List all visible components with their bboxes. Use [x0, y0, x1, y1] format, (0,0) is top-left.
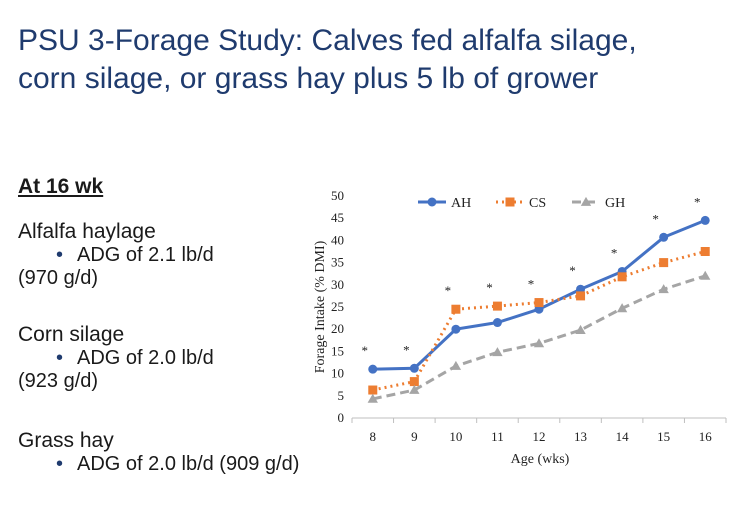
group-adg: ADG of 2.0 lb/d — [77, 347, 214, 369]
group-alfalfa: Alfalfa haylage • ADG of 2.1 lb/d (970 g/… — [18, 220, 214, 290]
group-grams: (923 g/d) — [18, 370, 99, 392]
series-cs — [368, 247, 710, 395]
data-point — [451, 324, 461, 334]
x-tick-label: 16 — [699, 429, 713, 444]
data-point — [659, 258, 669, 268]
data-point — [700, 215, 710, 225]
group-name: Alfalfa haylage — [18, 220, 156, 243]
y-tick-label: 20 — [331, 321, 344, 336]
series-line — [372, 274, 706, 401]
data-point — [492, 318, 502, 328]
x-tick-label: 12 — [533, 429, 546, 444]
data-point — [575, 324, 586, 334]
group-bullet: • ADG of 2.1 lb/d — [18, 244, 214, 267]
data-point — [659, 232, 669, 242]
y-tick-label: 35 — [331, 255, 344, 270]
data-point — [658, 284, 669, 294]
significance-mark: * — [445, 283, 452, 298]
chart-series — [367, 215, 711, 403]
group-bullet: • ADG of 2.0 lb/d (909 g/d) — [18, 453, 299, 476]
y-tick-label: 10 — [331, 366, 344, 381]
x-tick-label: 13 — [574, 429, 587, 444]
x-tick-label: 9 — [411, 429, 418, 444]
data-point — [450, 360, 462, 370]
chart-axes: 0 5 10 15 20 25 30 35 40 45 50 8 9 10 11 12 13 14 15 16 * * * *… — [331, 188, 727, 444]
series-line — [372, 250, 706, 392]
y-tick-label: 40 — [331, 232, 344, 247]
data-point — [616, 303, 628, 313]
group-corn: Corn silage • ADG of 2.0 lb/d (923 g/d) — [18, 323, 214, 393]
legend-item-ah: AH — [418, 196, 471, 211]
series-gh — [367, 270, 711, 403]
significance-mark: * — [486, 280, 493, 295]
y-tick-label: 25 — [331, 299, 344, 314]
data-point — [451, 304, 461, 314]
data-point — [409, 384, 420, 394]
data-point — [367, 393, 378, 403]
x-tick-label: 10 — [449, 429, 462, 444]
x-tick-label: 14 — [616, 429, 630, 444]
data-point — [368, 364, 378, 374]
group-name: Corn silage — [18, 323, 125, 346]
data-point — [492, 347, 503, 357]
significance-mark: * — [611, 245, 618, 260]
slide-title: PSU 3-Forage Study: Calves fed alfalfa s… — [18, 22, 743, 98]
x-tick-label: 11 — [491, 429, 504, 444]
group-name: Grass hay — [18, 429, 114, 452]
legend-label: CS — [529, 196, 546, 211]
bullet-icon: • — [56, 244, 64, 266]
legend-item-cs: CS — [496, 196, 546, 211]
data-point — [368, 385, 378, 395]
series-ah — [368, 215, 710, 374]
legend-label: GH — [605, 196, 625, 211]
x-tick-label: 15 — [657, 429, 670, 444]
data-point — [617, 272, 627, 282]
data-point — [409, 363, 419, 373]
data-point — [409, 377, 419, 387]
group-grams: (970 g/d) — [18, 267, 99, 289]
chart-legend: AH CS GH — [418, 196, 625, 211]
data-point — [700, 270, 711, 280]
data-point — [427, 197, 437, 207]
summary-heading: At 16 wk — [18, 175, 104, 198]
group-grass: Grass hay • ADG of 2.0 lb/d (909 g/d) — [18, 429, 299, 476]
bullet-icon: • — [56, 453, 64, 475]
legend-item-gh: GH — [572, 196, 625, 211]
significance-mark: * — [652, 211, 659, 226]
y-tick-label: 5 — [338, 388, 345, 403]
significance-mark: * — [694, 194, 701, 209]
x-tick-label: 8 — [370, 429, 377, 444]
y-axis-label: Forage Intake (% DMI) — [313, 240, 328, 373]
data-point — [505, 197, 515, 207]
data-point — [700, 247, 710, 256]
x-axis-label: Age (wks) — [511, 452, 570, 467]
y-tick-label: 15 — [331, 343, 344, 358]
significance-mark: * — [362, 343, 369, 358]
significance-mark: * — [569, 263, 576, 278]
group-adg: ADG of 2.0 lb/d (909 g/d) — [77, 453, 300, 475]
title-line-2: corn silage, or grass hay plus 5 lb of g… — [18, 62, 599, 95]
data-point — [576, 291, 586, 301]
y-tick-label: 45 — [331, 210, 344, 225]
y-tick-label: 50 — [331, 188, 344, 203]
title-line-1: PSU 3-Forage Study: Calves fed alfalfa s… — [18, 24, 637, 57]
group-bullet: • ADG of 2.0 lb/d — [18, 347, 214, 370]
legend-label: AH — [451, 196, 471, 211]
data-point — [580, 196, 592, 206]
data-point — [533, 338, 545, 348]
significance-mark: * — [528, 277, 535, 292]
data-point — [492, 301, 502, 311]
y-tick-label: 30 — [331, 277, 344, 292]
data-point — [534, 298, 544, 308]
y-tick-label: 0 — [338, 410, 345, 425]
bullet-icon: • — [56, 347, 64, 369]
significance-mark: * — [403, 342, 410, 357]
group-adg: ADG of 2.1 lb/d — [77, 244, 214, 266]
